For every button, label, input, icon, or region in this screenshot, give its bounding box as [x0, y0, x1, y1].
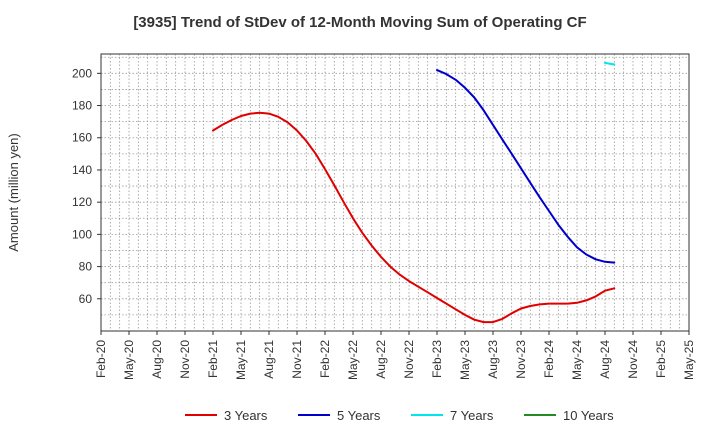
series-line-5-years — [436, 69, 616, 264]
legend-label: 5 Years — [337, 408, 381, 423]
y-axis-label: Amount (million yen) — [6, 133, 21, 252]
y-tick-label: 140 — [72, 163, 92, 177]
x-tick-label: Feb-21 — [206, 340, 220, 378]
x-tick-label: Aug-24 — [598, 340, 612, 379]
x-tick-label: Nov-24 — [626, 340, 640, 379]
x-tick-label: Nov-20 — [178, 340, 192, 379]
x-tick-label: May-22 — [346, 340, 360, 380]
x-axis-ticks: Feb-20 May-20 Aug-20 Nov-20 Feb-21 May-21 Aug-… — [94, 331, 696, 380]
plot-area-frame — [100, 53, 690, 332]
x-tick-label: Feb-22 — [318, 340, 332, 378]
legend: 3 Years 5 Years 7 Years 10 Years — [185, 408, 614, 423]
y-tick-label: 160 — [72, 131, 92, 145]
x-tick-label: Aug-22 — [374, 340, 388, 379]
y-tick-label: 80 — [79, 260, 93, 274]
x-tick-label: May-24 — [570, 340, 584, 380]
y-tick-label: 180 — [72, 99, 92, 113]
x-tick-label: Aug-20 — [150, 340, 164, 379]
x-tick-label: May-20 — [122, 340, 136, 380]
x-tick-label: Feb-23 — [430, 340, 444, 378]
legend-label: 10 Years — [563, 408, 614, 423]
y-tick-label: 100 — [72, 227, 92, 241]
series-line-7-years — [604, 61, 616, 66]
chart-title: [3935] Trend of StDev of 12-Month Moving… — [133, 14, 587, 31]
x-tick-label: Aug-21 — [262, 340, 276, 379]
grid-lines — [101, 54, 689, 331]
series-lines — [212, 61, 616, 324]
x-tick-label: Aug-23 — [486, 340, 500, 379]
legend-label: 3 Years — [224, 408, 268, 423]
x-tick-label: Nov-23 — [514, 340, 528, 379]
legend-label: 7 Years — [450, 408, 494, 423]
series-line-3-years — [212, 111, 616, 324]
x-tick-label: Feb-25 — [654, 340, 668, 378]
y-tick-label: 120 — [72, 195, 92, 209]
x-tick-label: May-21 — [234, 340, 248, 380]
x-tick-label: Feb-20 — [94, 340, 108, 378]
x-tick-label: Nov-21 — [290, 340, 304, 379]
x-tick-label: May-25 — [682, 340, 696, 380]
x-tick-label: Nov-22 — [402, 340, 416, 379]
y-tick-label: 60 — [79, 292, 93, 306]
y-axis-ticks: 60 80 100 120 140 160 180 200 — [72, 66, 101, 306]
x-tick-label: May-23 — [458, 340, 472, 380]
y-tick-label: 200 — [72, 66, 92, 80]
x-tick-label: Feb-24 — [542, 340, 556, 378]
